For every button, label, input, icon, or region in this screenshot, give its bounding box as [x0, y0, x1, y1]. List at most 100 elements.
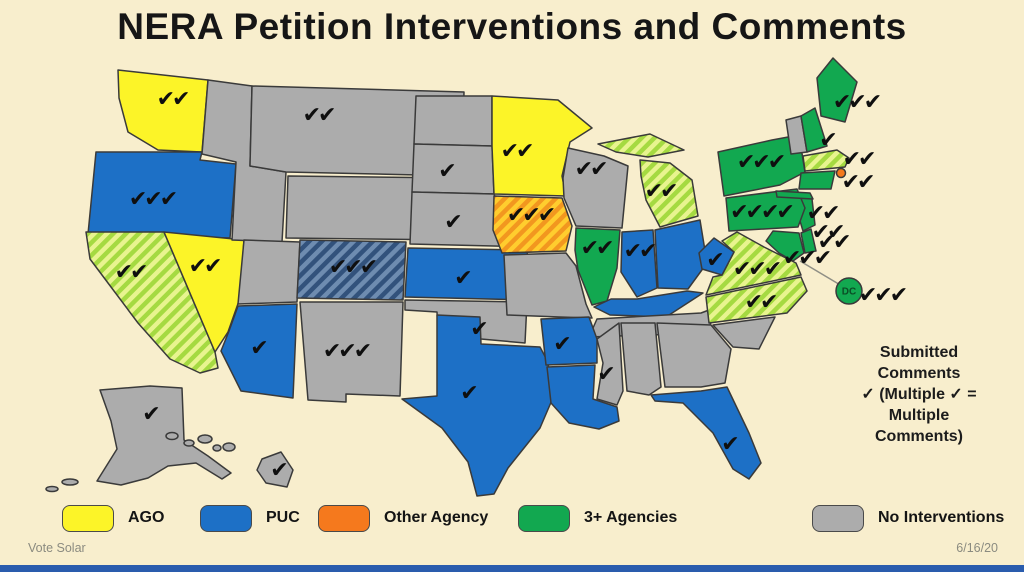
state-GA	[656, 322, 732, 388]
state-PA	[725, 188, 806, 232]
legend-label-no-interventions: No Interventions	[878, 509, 1005, 526]
checkmarks-RI: ✔✔	[842, 170, 873, 195]
dc-circle-label: DC	[842, 287, 856, 298]
state-FL	[650, 386, 762, 480]
state-WI	[562, 147, 629, 229]
checkmarks-AR: ✔	[553, 332, 569, 357]
legend-label-puc: PUC	[266, 509, 300, 526]
checkmarks-IL: ✔✔	[581, 236, 612, 261]
checkmarks-NM: ✔✔✔	[323, 339, 370, 364]
state-UT	[237, 239, 301, 305]
state-OH	[654, 219, 708, 290]
state-TX	[401, 314, 553, 497]
checkmarks-CT: ✔✔	[807, 201, 838, 226]
state-NH	[800, 107, 828, 153]
checkmarks-NC: ✔✔	[745, 290, 776, 315]
state-AK	[45, 485, 59, 493]
checkmarks-WV: ✔	[706, 248, 722, 273]
checkmarks-SD: ✔	[438, 159, 454, 184]
page-title: NERA Petition Interventions and Comments	[117, 6, 907, 47]
state-AK	[96, 385, 232, 486]
checkmarks-HI: ✔	[270, 458, 286, 483]
state-AR	[540, 316, 598, 366]
state-MI	[597, 133, 685, 158]
state-SC	[712, 316, 776, 350]
legend-item-ago: AGO	[62, 503, 164, 533]
legend-label-other-agency: Other Agency	[384, 509, 489, 526]
state-MI	[639, 159, 699, 228]
checkmarks-IA: ✔✔✔	[507, 203, 554, 228]
state-MD	[765, 230, 805, 262]
state-IN	[620, 229, 658, 298]
legend-label-ago: AGO	[128, 509, 165, 526]
legend-swatch-no-interventions	[812, 504, 864, 532]
checkmarks-NJ: ✔✔	[812, 220, 843, 245]
state-HI	[212, 444, 222, 452]
state-AL	[620, 322, 662, 396]
checkmarks-MS: ✔	[597, 362, 613, 387]
checkmarks-MT: ✔✔	[303, 103, 334, 128]
state-ND	[413, 95, 493, 147]
checkmarks-IN: ✔✔	[624, 239, 655, 264]
state-ME	[816, 57, 858, 123]
checkmarks-AK: ✔	[142, 402, 158, 427]
checkmarks-NE: ✔	[444, 210, 460, 235]
state-CT	[798, 170, 836, 190]
state-MO	[503, 252, 593, 319]
checkmarks-DC: ✔✔✔	[859, 283, 906, 308]
checkmarks-WA: ✔✔	[157, 87, 188, 112]
checkmarks-MA: ✔✔	[843, 147, 874, 172]
checkmarks-OR: ✔✔✔	[129, 187, 176, 212]
state-AK	[61, 478, 79, 486]
checkmarks-CA: ✔✔	[115, 260, 146, 285]
checkmarks-WI: ✔✔	[575, 157, 606, 182]
source-credit: Vote Solar	[28, 541, 86, 555]
state-HI	[197, 434, 213, 444]
state-IL	[574, 227, 621, 306]
state-MT	[249, 85, 465, 177]
date-stamp: 6/16/20	[956, 541, 998, 555]
state-NY	[717, 134, 806, 197]
state-LA	[546, 364, 620, 430]
state-NC	[705, 276, 808, 324]
legend-item-puc: PUC	[200, 503, 300, 533]
checkmarks-MN: ✔✔	[501, 139, 532, 164]
state-IA	[492, 195, 573, 254]
legend-item-other-agency: Other Agency	[318, 503, 488, 533]
checkmarks-DE: ✔✔	[818, 230, 849, 255]
state-DC	[835, 277, 863, 305]
state-DE	[800, 228, 817, 254]
checkmarks-NH: ✔	[819, 128, 835, 153]
legend-swatch-other-agency	[318, 504, 370, 532]
legend-swatch-puc	[200, 504, 252, 532]
state-NM	[299, 301, 404, 403]
legend-item-3plus-agencies: 3+ Agencies	[518, 503, 677, 533]
checkmarks-TX: ✔	[460, 381, 476, 406]
checkmarks-NY: ✔✔✔	[737, 150, 784, 175]
checkmarks-KS: ✔	[454, 266, 470, 291]
checkmarks-MI: ✔✔	[645, 179, 676, 204]
state-HI	[165, 431, 179, 441]
checkmarks-OK: ✔	[470, 317, 486, 342]
state-MN	[491, 95, 593, 197]
state-HI	[222, 442, 236, 452]
state-HI	[183, 439, 195, 447]
checkmarks-AZ: ✔	[250, 336, 266, 361]
state-RI	[835, 167, 847, 179]
state-MA	[802, 149, 850, 172]
state-AZ	[220, 303, 298, 399]
comments-note: Submitted Comments ✓ (Multiple ✓ = Multi…	[861, 344, 977, 446]
checkmarks-MD: ✔✔✔	[783, 246, 830, 271]
checkmarks-FL: ✔	[721, 432, 737, 457]
checkmarks-NV: ✔✔	[189, 254, 220, 279]
checkmarks-CO: ✔✔✔	[329, 255, 376, 280]
state-WV	[698, 237, 735, 276]
legend-item-no-interventions: No Interventions	[812, 503, 1004, 533]
state-CO	[296, 239, 407, 301]
checkmarks-PA: ✔✔✔✔	[730, 200, 792, 225]
legend-label-3plus-agencies: 3+ Agencies	[584, 509, 678, 526]
legend-swatch-ago	[62, 504, 114, 532]
state-MS	[596, 322, 624, 406]
